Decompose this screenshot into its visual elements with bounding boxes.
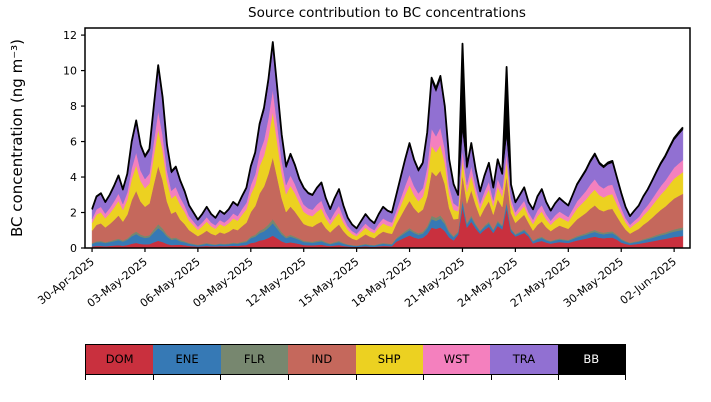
legend-item-bb: BB [557,345,625,374]
y-tick-label: 4 [70,171,77,184]
y-tick-label: 0 [70,242,77,255]
legend-tick [287,375,289,380]
legend-item-wst: WST [422,345,491,374]
legend-item-dom: DOM [86,345,154,374]
legend-item-flr: FLR [220,345,289,374]
y-tick-label: 8 [70,100,77,113]
legend-tick [558,375,560,380]
legend-item-tra: TRA [490,345,558,374]
x-tick-label: 02-Jun-2025 [618,255,679,307]
legend-item-ind: IND [288,345,356,374]
legend-axis-ticks [85,375,626,381]
plot-frame [84,27,691,249]
legend-tick [355,375,357,380]
legend-tick [85,375,86,380]
chart-title: Source contribution to BC concentrations [248,5,526,21]
legend-tick [625,375,626,380]
area-stack [91,41,684,249]
total-line [91,41,684,230]
y-tick-label: 10 [63,65,77,78]
y-tick-label: 2 [70,207,77,220]
legend: DOM ENE FLR IND SHP WST TRA BB [85,344,626,375]
y-tick-label: 12 [63,29,77,42]
y-axis-label: BC concentration (ng m⁻³) [8,39,26,237]
legend-item-shp: SHP [355,345,423,374]
legend-item-ene: ENE [153,345,221,374]
legend-tick [423,375,425,380]
legend-tick [490,375,492,380]
legend-tick [220,375,222,380]
y-tick-label: 6 [70,136,77,149]
legend-tick [152,375,154,380]
